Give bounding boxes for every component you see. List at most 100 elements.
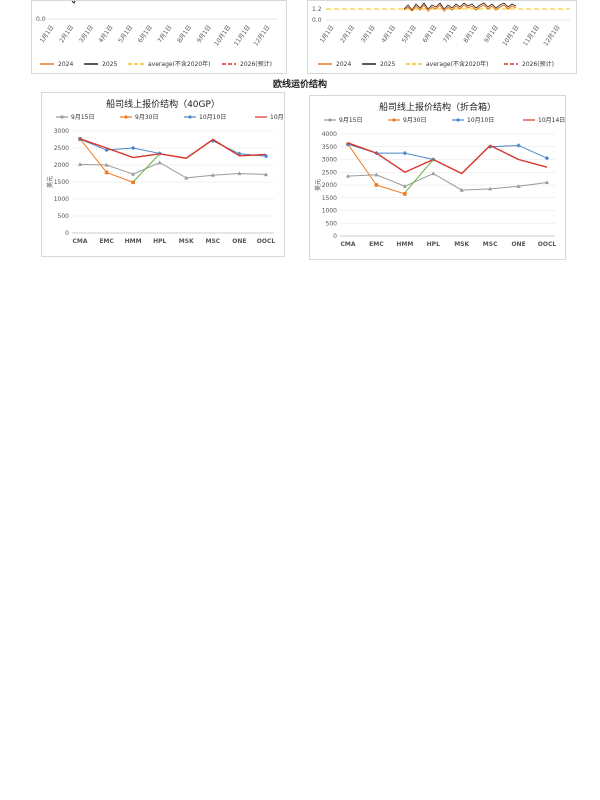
data-point — [345, 142, 351, 147]
series-line — [132, 153, 161, 183]
chart-title: 船司线上报价结构（40GP） — [106, 98, 220, 110]
top-right-month-label: 4月1日 — [380, 24, 397, 44]
chart-40gp-svg: 船司线上报价结构（40GP） 0 500 1000 1500 2000 2500 3000 美元… — [46, 98, 297, 245]
top-right-month-label: 2月1日 — [339, 24, 356, 44]
data-point — [210, 173, 215, 177]
top-right-y-tick-2: 0.0 — [312, 17, 322, 24]
y-tick-label: 1500 — [322, 195, 337, 202]
top-right-month-label: 10月1日 — [501, 24, 520, 47]
top-right-month-label: 11月1日 — [522, 24, 541, 47]
data-point — [516, 143, 521, 148]
top-left-chart-svg: 0.0 1月1日 2月1日 3月1日 4月1日 5月1日 6月1日 7月1日 8月1日 9月1日… — [36, 0, 278, 68]
top-left-month-ticks: 1月1日 2月1日 3月1日 4月1日 5月1日 6月1日 7月1日 8月1日 9月1日 10月1… — [39, 24, 272, 47]
top-right-month-label: 1月1日 — [319, 24, 336, 44]
chart-title: 船司线上报价结构（折合箱） — [379, 101, 496, 113]
top-right-legend-2024: 2024 — [336, 61, 351, 68]
data-point — [263, 153, 269, 159]
data-point — [488, 186, 493, 191]
data-point — [431, 171, 436, 176]
y-tick-label: 500 — [326, 220, 338, 227]
data-point — [545, 180, 549, 185]
series-line — [79, 138, 267, 159]
y-tick-label: 1000 — [322, 208, 337, 215]
y-tick-label: 0 — [333, 233, 337, 240]
legend-label: 9月15日 — [71, 114, 94, 121]
series-line — [79, 138, 160, 154]
data-point — [237, 171, 242, 176]
top-left-month-label: 4月1日 — [98, 24, 115, 44]
top-left-month-label: 5月1日 — [117, 24, 134, 44]
top-left-month-label: 2月1日 — [58, 24, 75, 44]
legend-marker — [328, 118, 332, 122]
data-point — [184, 175, 189, 180]
series-line — [404, 159, 434, 193]
top-left-month-label: 10月1日 — [213, 24, 232, 47]
top-left-line-remnant — [71, 0, 76, 4]
data-point — [403, 192, 407, 196]
y-tick-label: 3000 — [54, 128, 69, 135]
top-left-y-tick: 0.0 — [36, 16, 46, 23]
top-right-line-2024-remnant — [403, 3, 517, 12]
x-tick-label: CMA — [340, 241, 355, 248]
x-tick-label: ONE — [511, 241, 525, 248]
top-right-month-label: 5月1日 — [401, 24, 418, 44]
legend-label: 9月15日 — [339, 117, 362, 124]
legend-marker — [60, 115, 64, 119]
legend-label: 10月14日 — [538, 117, 565, 124]
top-left-month-label: 6月1日 — [137, 24, 154, 44]
data-point — [402, 184, 407, 188]
data-point — [544, 156, 550, 161]
y-tick-label: 500 — [58, 213, 70, 220]
top-right-chart-svg: 1.2 0.0 1月1日 2月1日 3月1日 4月1日 5月1日 6月1日 7月1日 8月1日… — [312, 2, 570, 68]
data-point — [264, 172, 268, 177]
x-tick-label: HMM — [396, 241, 413, 248]
top-left-chart-panel: 0.0 1月1日 2月1日 3月1日 4月1日 5月1日 6月1日 7月1日 8月1日 9月1日… — [31, 0, 287, 74]
y-tick-label: 3000 — [322, 157, 337, 164]
section-title: 欧线运价结构 — [272, 80, 327, 90]
x-tick-label: MSC — [206, 238, 221, 245]
top-right-line-2025-remnant — [403, 2, 517, 11]
top-left-month-label: 7月1日 — [156, 24, 173, 44]
data-point — [104, 170, 109, 175]
y-tick-label: 4000 — [322, 131, 337, 138]
legend-marker — [456, 118, 460, 122]
data-point — [374, 183, 379, 187]
top-right-month-label: 12月1日 — [542, 24, 561, 47]
top-right-legend: 2024 2025 average(不含2020年) 2026(预计) — [318, 60, 554, 68]
x-tick-label: CMA — [72, 238, 87, 245]
top-left-legend: 2024 2025 average(不含2020年) 2026(预计) — [40, 60, 272, 68]
top-right-month-label: 9月1日 — [483, 24, 500, 44]
top-left-month-label: 3月1日 — [78, 24, 95, 44]
x-tick-label: MSK — [179, 238, 194, 245]
data-point — [104, 147, 109, 153]
legend-label: 9月30日 — [135, 114, 158, 121]
y-tick-label: 2000 — [322, 182, 337, 189]
y-axis-label: 美元 — [46, 176, 54, 188]
top-right-legend-2026: 2026(预计) — [522, 60, 554, 68]
top-left-legend-2025: 2025 — [102, 61, 117, 68]
data-point — [210, 138, 216, 144]
data-point — [131, 180, 135, 185]
chart-teu-panel: 船司线上报价结构（折合箱） 0 500 1000 1500 2000 2500 3000 350… — [309, 95, 566, 260]
data-point — [374, 172, 379, 177]
top-right-month-label: 6月1日 — [421, 24, 438, 44]
x-tick-label: HPL — [427, 241, 440, 248]
top-left-legend-2024: 2024 — [58, 61, 73, 68]
series-line — [79, 162, 267, 179]
top-right-month-label: 7月1日 — [442, 24, 459, 44]
y-tick-label: 2500 — [54, 145, 69, 152]
data-point — [516, 184, 521, 188]
top-left-month-label: 9月1日 — [196, 24, 213, 44]
legend-marker — [392, 118, 396, 122]
legend-label: 10月10日 — [467, 117, 494, 124]
top-right-month-ticks: 1月1日 2月1日 3月1日 4月1日 5月1日 6月1日 7月1日 8月1日 9月1日 10月1… — [319, 24, 562, 47]
top-left-legend-average: average(不含2020年) — [148, 60, 211, 68]
series-line — [79, 138, 134, 183]
top-right-y-tick-1: 1.2 — [312, 6, 322, 13]
top-right-month-label: 8月1日 — [462, 24, 479, 44]
x-tick-label: EMC — [99, 238, 114, 245]
top-left-month-label: 8月1日 — [176, 24, 193, 44]
data-point — [459, 187, 464, 192]
top-right-chart-panel: 1.2 0.0 1月1日 2月1日 3月1日 4月1日 5月1日 6月1日 7月1日 8月1日… — [307, 0, 577, 74]
x-tick-label: MSK — [454, 241, 469, 248]
